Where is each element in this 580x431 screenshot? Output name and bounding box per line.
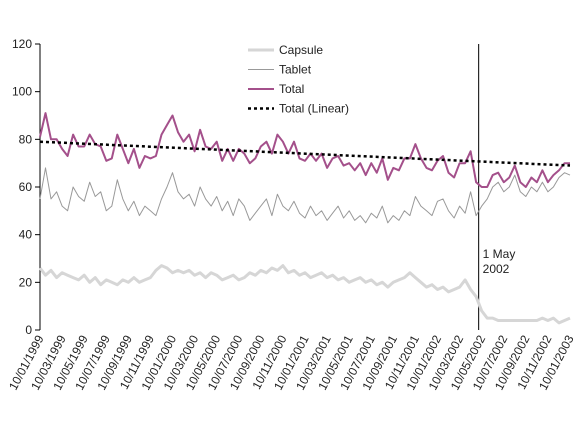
- trend-line: [39, 140, 571, 167]
- y-tick-label: 80: [19, 132, 33, 146]
- legend-label: Capsule: [279, 43, 323, 57]
- series-line: [39, 167, 571, 224]
- series-line: [38, 264, 571, 325]
- legend-label: Tablet: [279, 63, 312, 77]
- legend-label: Total: [279, 82, 304, 96]
- y-tick-label: 100: [12, 85, 32, 99]
- annotation-text: 1 May: [483, 247, 516, 261]
- y-tick-label: 120: [12, 37, 32, 51]
- legend-label: Total (Linear): [279, 102, 349, 116]
- annotation-text: 2002: [483, 262, 510, 276]
- y-tick-label: 20: [19, 275, 33, 289]
- series-line: [39, 112, 570, 188]
- y-tick-label: 60: [19, 180, 33, 194]
- y-tick-label: 40: [19, 228, 33, 242]
- y-tick-label: 0: [25, 323, 32, 337]
